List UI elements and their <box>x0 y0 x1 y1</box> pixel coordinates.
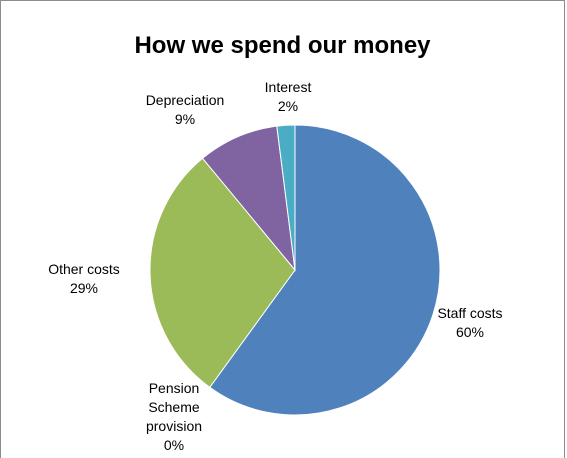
pie-label-staff-costs: Staff costs 60% <box>437 305 502 340</box>
chart-title: How we spend our money <box>134 32 431 59</box>
pie-slice-interest <box>276 124 296 271</box>
pie-label-interest: Interest 2% <box>265 79 312 114</box>
pie-slice-depreciation <box>201 125 296 272</box>
pie-slice-staff-costs <box>209 124 441 416</box>
pie-label-depreciation: Depreciation 9% <box>146 92 225 127</box>
pie-label-pension-scheme-provision: Pension Scheme provision 0% <box>146 380 202 453</box>
pie-label-other-costs: Other costs 29% <box>48 261 120 296</box>
pie-slice-other-costs <box>149 157 296 389</box>
